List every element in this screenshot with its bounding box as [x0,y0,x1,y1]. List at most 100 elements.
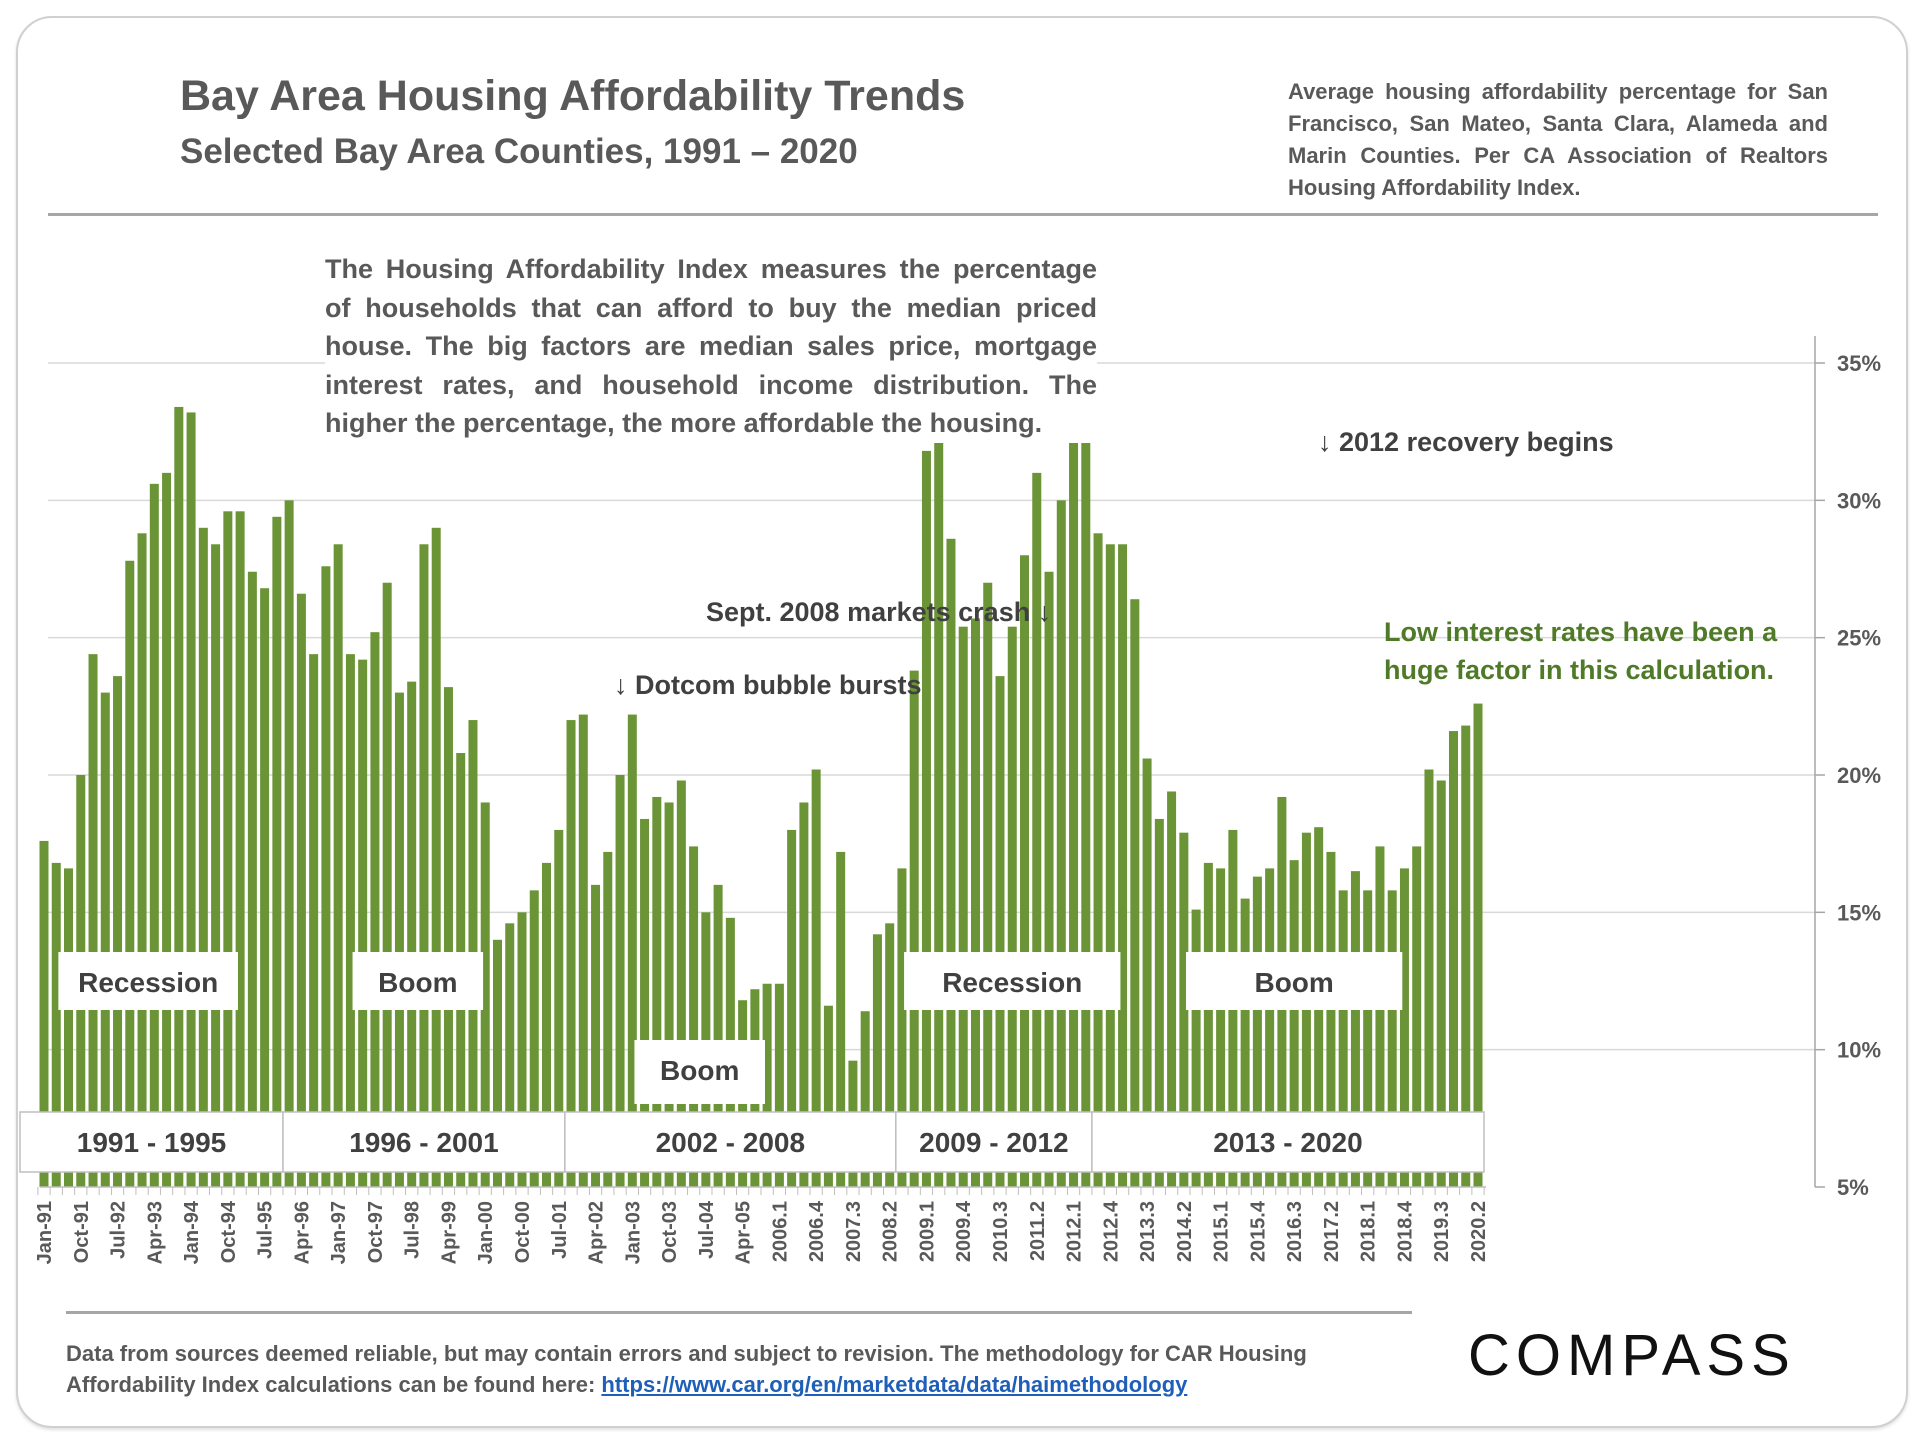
bar [689,846,699,1187]
x-tick-label: 2018.1 [1358,1201,1380,1262]
bar [1473,703,1483,1187]
phase-box [58,952,238,1010]
bar [223,511,233,1187]
y-tick-label: 10% [1837,1038,1881,1063]
bar [358,659,368,1187]
x-tick-label: Jul-95 [255,1201,277,1259]
x-tick-label: 2013.3 [1137,1201,1159,1262]
bar [1387,890,1397,1187]
bar [1350,871,1360,1187]
bar [823,1005,833,1187]
phase-box [904,952,1121,1010]
period-box [282,1111,566,1173]
x-tick-label: 2019.3 [1431,1201,1453,1262]
x-tick-label: Apr-96 [291,1201,313,1264]
bar [578,714,588,1187]
y-tick-label: 25% [1837,626,1881,651]
compass-logo: COMPASS [1468,1323,1796,1388]
bar [713,884,723,1187]
x-tick-label: Oct-00 [512,1201,534,1263]
bar [1179,832,1189,1187]
bar [321,566,331,1187]
bar [419,544,429,1187]
bar [1240,898,1250,1187]
x-tick-label: Jul-92 [108,1201,130,1259]
bar [946,538,956,1187]
bar [860,1011,870,1187]
x-tick-label: Oct-97 [365,1201,387,1263]
low-rates-text: Low interest rates have been a huge fact… [1384,617,1778,685]
bar [1375,846,1385,1187]
x-tick-label: Jul-98 [402,1201,424,1259]
bar [345,654,355,1187]
bar [431,527,441,1187]
bar [566,720,576,1187]
bar [762,983,772,1187]
bar [394,692,404,1187]
x-tick-label: 2011.2 [1027,1201,1049,1261]
footer-disclaimer: Data from sources deemed reliable, but m… [66,1338,1406,1400]
bar [125,560,135,1187]
x-tick-label: 2007.3 [843,1201,865,1262]
bar [921,450,931,1188]
bar [247,571,257,1187]
bar [1363,890,1373,1187]
bar [309,654,319,1187]
phase-box [1185,952,1403,1010]
bar [958,626,968,1187]
x-tick-label: Jan-00 [475,1201,497,1264]
phase-label: Boom [660,1055,739,1086]
bar [198,527,208,1187]
x-tick-label: 2017.2 [1321,1201,1343,1262]
period-box [564,1111,897,1173]
bar [211,544,221,1187]
bar [1191,909,1201,1187]
crash-annotation: Sept. 2008 markets crash ↓ [706,597,1052,627]
methodology-link[interactable]: https://www.car.org/en/marketdata/data/h… [601,1372,1188,1397]
x-tick-label: Jul-04 [696,1200,718,1259]
footer-divider [66,1311,1412,1314]
x-tick-label: 2014.2 [1174,1201,1196,1262]
period-box [1091,1111,1485,1173]
x-tick-label: Oct-91 [71,1201,93,1263]
phase-label: Boom [1254,967,1333,998]
bar [1326,851,1336,1187]
bar [787,829,797,1187]
bar [640,818,650,1187]
x-tick-label: Apr-93 [144,1201,166,1264]
x-tick-label: 2009.1 [916,1201,938,1262]
bar [1081,335,1091,1187]
bar [1448,731,1458,1187]
x-tick-label: Apr-99 [438,1201,460,1264]
phase-box [352,952,484,1010]
bar [1093,533,1103,1187]
period-labels: 1991 - 1995 1996 - 2001 2002 - 2008 2009 - … [19,1111,1485,1173]
period-label: 2002 - 2008 [656,1127,805,1158]
bar [1118,544,1128,1187]
bar [162,472,172,1187]
bar [296,593,306,1187]
x-tick-label: Apr-02 [586,1201,608,1264]
bar [382,582,392,1187]
bar [51,862,61,1187]
bar [39,840,49,1187]
bar [1069,428,1079,1187]
bar [1044,571,1054,1187]
x-tick-label: 2020.2 [1468,1201,1490,1262]
y-axis: 5% 10% 15% 20% 25% 30% 35% [1814,336,1881,1200]
bar [554,829,564,1187]
bar [1436,780,1446,1187]
period-label: 2009 - 2012 [919,1127,1068,1158]
bar [1338,890,1348,1187]
bar [235,511,245,1187]
footer-text: Data from sources deemed reliable, but m… [66,1341,1307,1397]
bar [1167,791,1177,1187]
bar [88,654,98,1187]
x-tick-label: 2012.1 [1064,1201,1086,1262]
bar [1032,472,1042,1187]
bar [1203,862,1213,1187]
x-tick-label: 2008.2 [880,1201,902,1262]
period-label: 1996 - 2001 [349,1127,498,1158]
y-tick-label: 35% [1837,351,1881,376]
